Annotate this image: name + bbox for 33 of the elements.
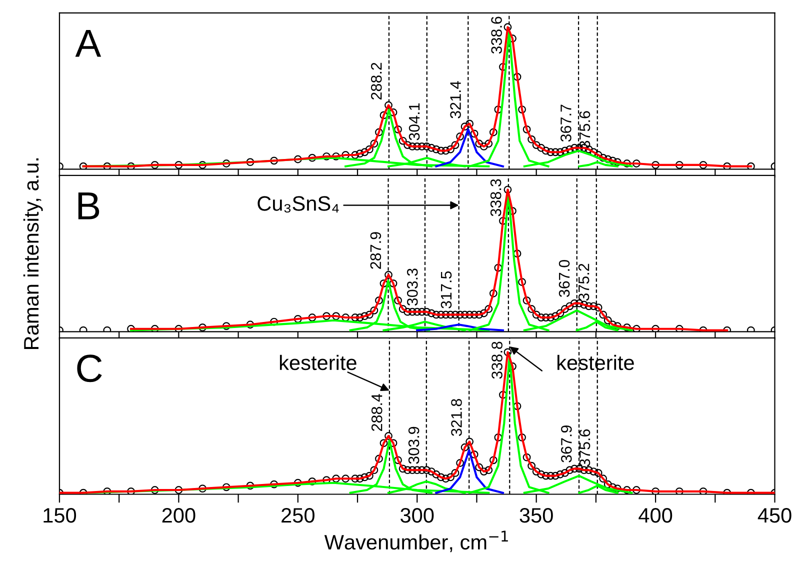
ref-line-label: 375.6: [579, 429, 590, 466]
ref-line-label: 303.9: [408, 426, 420, 464]
annotation: A: [75, 30, 102, 57]
annotation: C: [77, 354, 102, 382]
ref-line-label: 287.9: [370, 232, 382, 269]
ref-line-label: 338.3: [490, 179, 502, 216]
x-tick-label: 300: [400, 508, 434, 523]
x-axis-title: Wavenumber, cm$^{−1}$: [324, 530, 508, 552]
ref-line-label: 288.4: [371, 394, 382, 431]
annotation: kesterite: [280, 354, 356, 370]
ref-line-label: 321.4: [450, 81, 461, 118]
x-tick-label: 200: [162, 508, 196, 523]
ref-line-label: 321.8: [451, 399, 462, 436]
ref-line-label: 303.3: [406, 268, 418, 306]
ref-line-label: 338.6: [491, 16, 502, 54]
y-axis-title: Raman intensity, a.u.: [23, 158, 43, 349]
x-tick-label: 400: [638, 508, 672, 523]
ref-line-label: 367.0: [558, 260, 570, 298]
x-tick-label: 250: [282, 508, 314, 523]
ref-line-label: 317.5: [440, 271, 452, 308]
annotation: kesterite: [558, 354, 634, 370]
ref-line-label: 338.8: [492, 342, 502, 379]
annotation: B: [78, 192, 100, 220]
x-tick-label: 450: [758, 508, 792, 523]
x-tick-label: 150: [44, 508, 76, 523]
annotation: Cu₃SnS₄: [258, 196, 339, 213]
ref-line-label: 367.9: [561, 425, 572, 462]
ref-line-label: 367.7: [560, 104, 572, 142]
ref-line-label: 304.1: [408, 103, 420, 140]
x-tick-label: 350: [520, 508, 553, 523]
ref-line-label: 375.2: [578, 264, 590, 301]
ref-line-label: 288.2: [370, 62, 382, 100]
ref-line-label: 375.6: [579, 111, 590, 148]
